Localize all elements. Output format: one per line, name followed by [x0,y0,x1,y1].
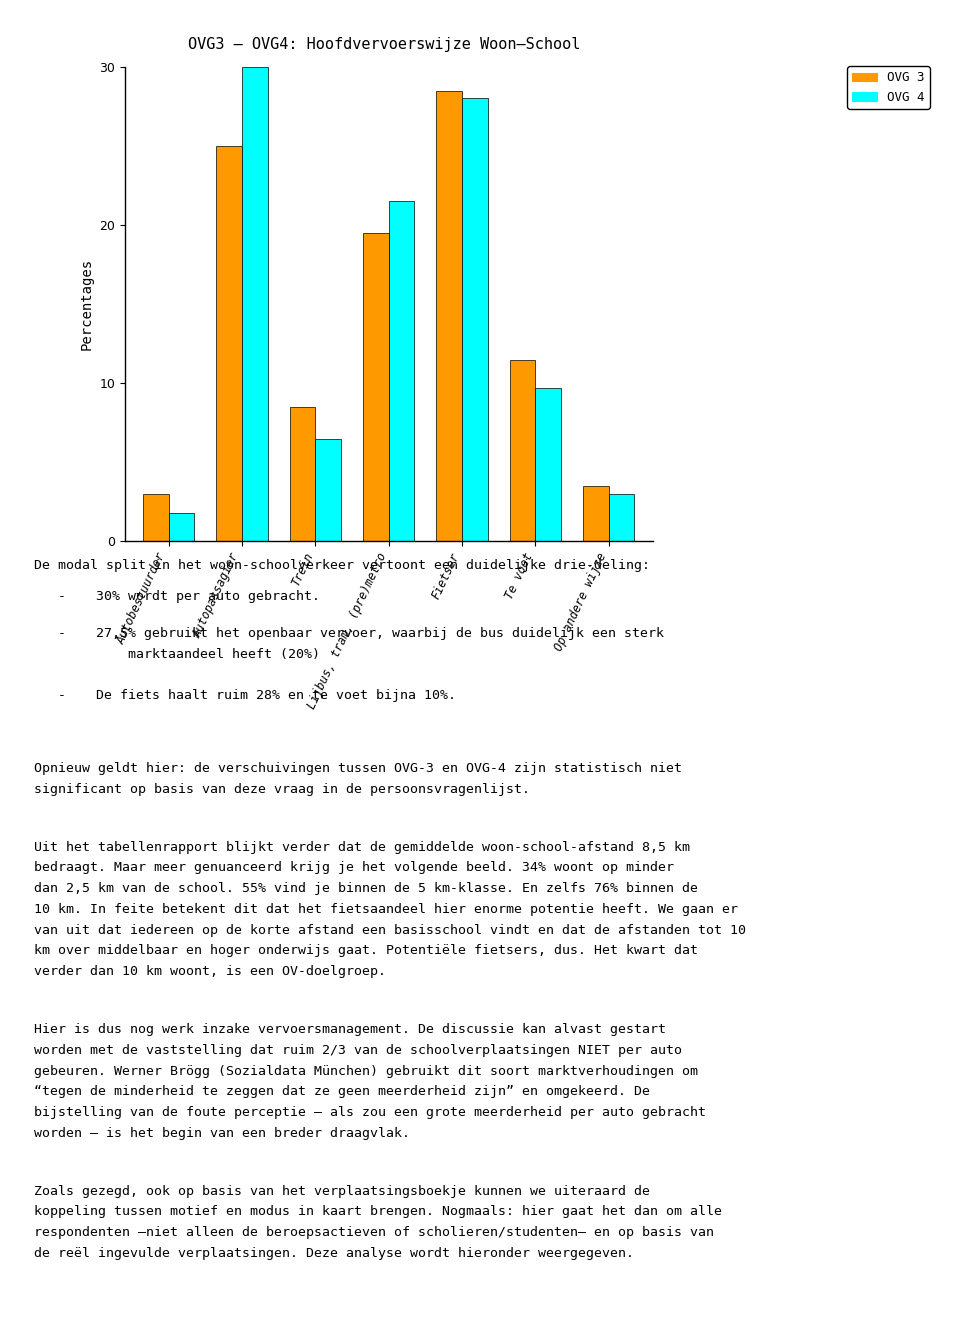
Text: bijstelling van de foute perceptie – als zou een grote meerderheid per auto gebr: bijstelling van de foute perceptie – als… [34,1106,706,1119]
Bar [216,146,242,541]
Bar [510,360,536,541]
Text: -: - [58,690,65,702]
Bar [290,406,316,541]
Bar [583,487,609,541]
Text: verder dan 10 km woont, is een OV-doelgroep.: verder dan 10 km woont, is een OV-doelgr… [34,965,386,979]
Bar [609,495,635,541]
Text: de reël ingevulde verplaatsingen. Deze analyse wordt hieronder weergegeven.: de reël ingevulde verplaatsingen. Deze a… [34,1247,634,1259]
Text: koppeling tussen motief en modus in kaart brengen. Nogmaals: hier gaat het dan o: koppeling tussen motief en modus in kaar… [34,1206,722,1218]
Text: worden – is het begin van een breder draagvlak.: worden – is het begin van een breder dra… [34,1127,410,1139]
Text: 27,5% gebruikt het openbaar vervoer, waarbij de bus duidelijk een sterk: 27,5% gebruikt het openbaar vervoer, waa… [96,627,664,640]
Bar [316,439,341,541]
Bar [437,91,462,541]
Bar [143,495,169,541]
Bar [363,233,389,541]
Text: Hier is dus nog werk inzake vervoersmanagement. De discussie kan alvast gestart: Hier is dus nog werk inzake vervoersmana… [34,1023,665,1036]
Bar [242,67,268,541]
Text: km over middelbaar en hoger onderwijs gaat. Potentiële fietsers, dus. Het kwart : km over middelbaar en hoger onderwijs ga… [34,944,698,957]
Bar [389,202,415,541]
Text: -: - [58,627,65,640]
Text: van uit dat iedereen op de korte afstand een basisschool vindt en dat de afstand: van uit dat iedereen op de korte afstand… [34,924,746,937]
Text: respondenten –niet alleen de beroepsactieven of scholieren/studenten– en op basi: respondenten –niet alleen de beroepsacti… [34,1226,713,1239]
Text: De fiets haalt ruim 28% en te voet bijna 10%.: De fiets haalt ruim 28% en te voet bijna… [96,690,456,702]
Bar [536,388,562,541]
Legend: OVG 3, OVG 4: OVG 3, OVG 4 [848,67,929,108]
Bar [462,99,488,541]
Text: Opnieuw geldt hier: de verschuivingen tussen OVG-3 en OVG-4 zijn statistisch nie: Opnieuw geldt hier: de verschuivingen tu… [34,762,682,775]
Text: -: - [58,590,65,603]
Text: Uit het tabellenrapport blijkt verder dat de gemiddelde woon-school-afstand 8,5 : Uit het tabellenrapport blijkt verder da… [34,841,689,854]
Text: OVG3 – OVG4: Hoofdvervoerswijze Woon–School: OVG3 – OVG4: Hoofdvervoerswijze Woon–Sch… [188,37,580,52]
Text: dan 2,5 km van de school. 55% vind je binnen de 5 km-klasse. En zelfs 76% binnen: dan 2,5 km van de school. 55% vind je bi… [34,882,698,896]
Text: worden met de vaststelling dat ruim 2/3 van de schoolverplaatsingen NIET per aut: worden met de vaststelling dat ruim 2/3 … [34,1044,682,1056]
Text: Zoals gezegd, ook op basis van het verplaatsingsboekje kunnen we uiteraard de: Zoals gezegd, ook op basis van het verpl… [34,1185,650,1198]
Text: gebeuren. Werner Brögg (Sozialdata München) gebruikt dit soort marktverhoudingen: gebeuren. Werner Brögg (Sozialdata Münch… [34,1064,698,1078]
Text: bedraagt. Maar meer genuanceerd krijg je het volgende beeld. 34% woont op minder: bedraagt. Maar meer genuanceerd krijg je… [34,861,674,874]
Y-axis label: Percentages: Percentages [80,258,94,350]
Text: significant op basis van deze vraag in de persoonsvragenlijst.: significant op basis van deze vraag in d… [34,782,530,796]
Text: 30% wordt per auto gebracht.: 30% wordt per auto gebracht. [96,590,320,603]
Bar [169,513,195,541]
Text: “tegen de minderheid te zeggen dat ze geen meerderheid zijn” en omgekeerd. De: “tegen de minderheid te zeggen dat ze ge… [34,1086,650,1098]
Text: De modal split in het woon-schoolverkeer vertoont een duidelijke drie-deling:: De modal split in het woon-schoolverkeer… [34,559,650,572]
Text: marktaandeel heeft (20%): marktaandeel heeft (20%) [96,648,320,660]
Text: 10 km. In feite betekent dit dat het fietsaandeel hier enorme potentie heeft. We: 10 km. In feite betekent dit dat het fie… [34,902,737,916]
